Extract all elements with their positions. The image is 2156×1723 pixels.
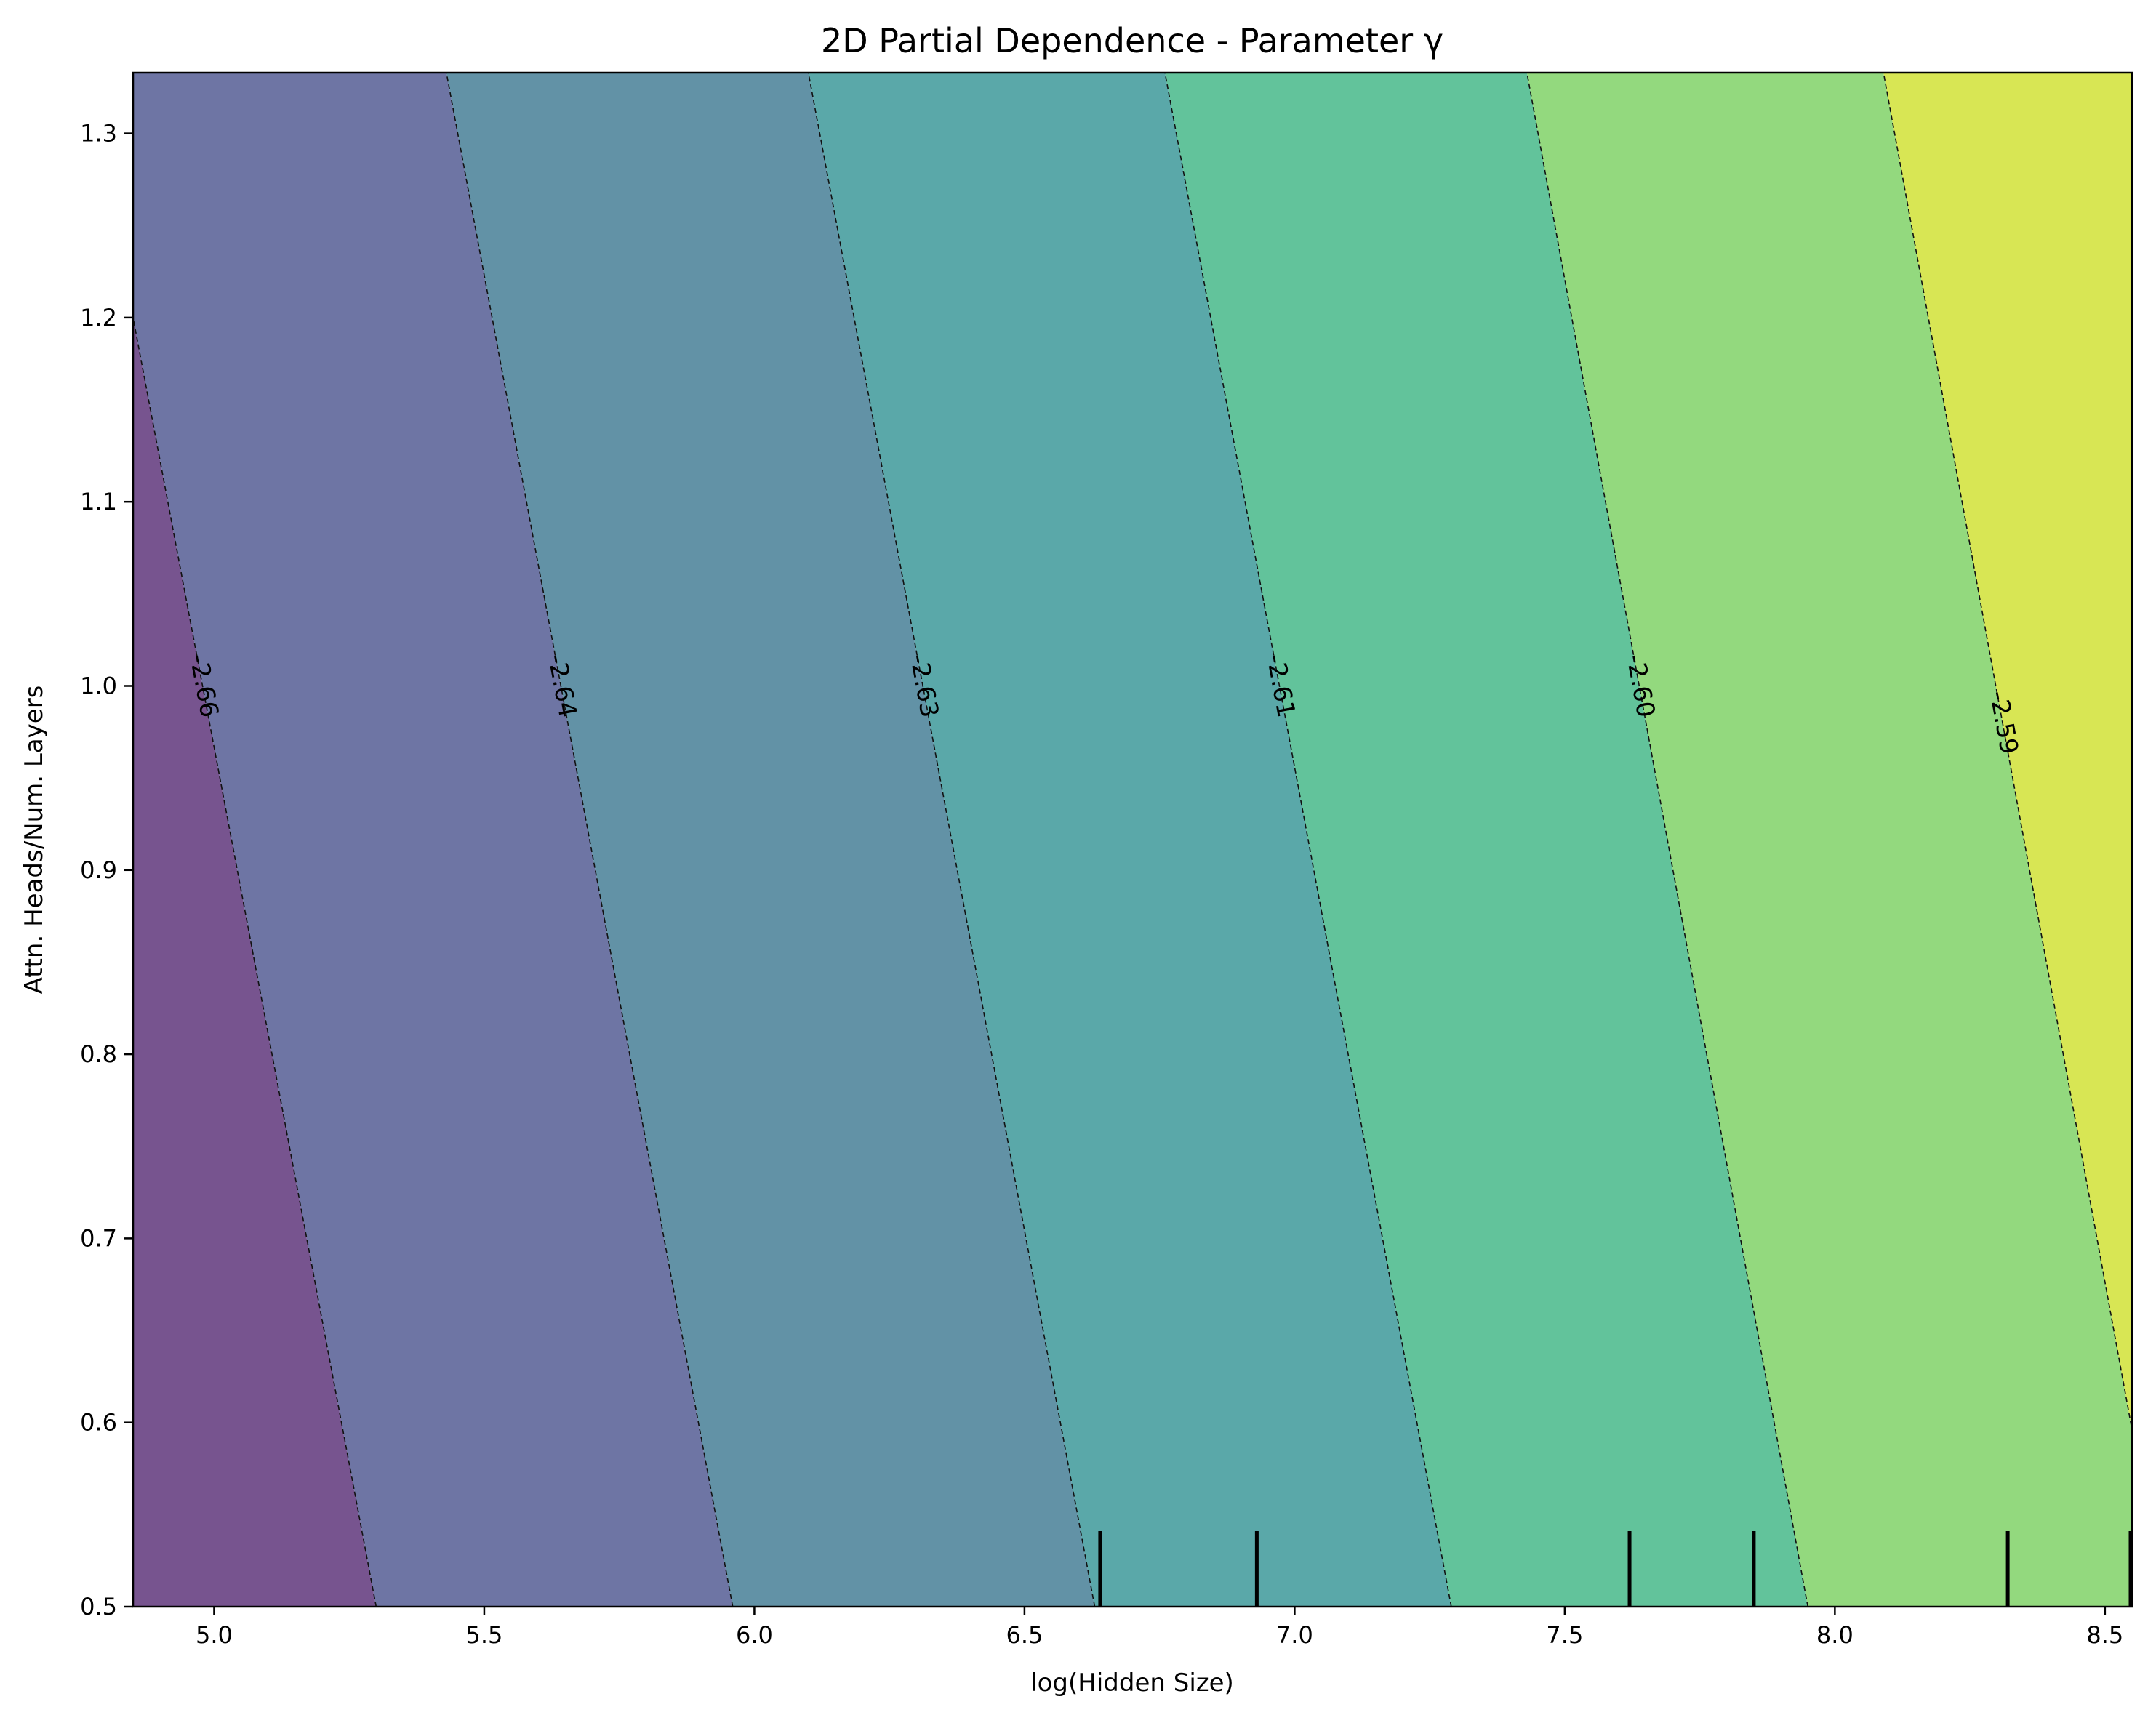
x-tick-label: 8.5 bbox=[2086, 1621, 2123, 1649]
contour-line bbox=[446, 73, 734, 1607]
x-tick-label: 5.0 bbox=[196, 1621, 233, 1649]
contour-band bbox=[133, 73, 733, 1607]
x-tick-label: 8.0 bbox=[1816, 1621, 1854, 1649]
contour-lines bbox=[133, 73, 2132, 1607]
x-tick-label: 5.5 bbox=[465, 1621, 502, 1649]
x-axis-label: log(Hidden Size) bbox=[1030, 1668, 1234, 1698]
contour-band bbox=[1526, 73, 2132, 1607]
contour-line bbox=[1883, 73, 2132, 1433]
contour-line bbox=[133, 317, 377, 1607]
y-tick-label: 0.8 bbox=[80, 1040, 117, 1068]
y-tick-label: 1.3 bbox=[80, 120, 117, 148]
y-tick-label: 1.0 bbox=[80, 672, 117, 699]
y-tick-label: 0.5 bbox=[80, 1593, 117, 1620]
y-tick-label: 0.9 bbox=[80, 856, 117, 884]
rug-marks bbox=[1098, 1531, 2133, 1607]
x-tick-label: 7.0 bbox=[1276, 1621, 1313, 1649]
x-tick-label: 6.5 bbox=[1006, 1621, 1043, 1649]
contour-line bbox=[807, 73, 1096, 1607]
contour-line bbox=[1526, 73, 1809, 1607]
chart-title: 2D Partial Dependence - Parameter γ bbox=[821, 21, 1443, 60]
contour-fill-regions bbox=[133, 73, 2132, 1607]
x-axis-ticks: 5.0 5.5 6.0 6.5 7.0 7.5 8.0 8.5 bbox=[196, 1607, 2123, 1649]
y-axis-label: Attn. Heads/Num. Layers bbox=[20, 686, 49, 995]
x-tick-label: 6.0 bbox=[736, 1621, 773, 1649]
contour-band bbox=[1165, 73, 1808, 1607]
contour-band bbox=[808, 73, 1451, 1607]
y-tick-label: 0.6 bbox=[80, 1409, 117, 1437]
y-tick-label: 0.7 bbox=[80, 1224, 117, 1252]
y-axis-ticks: 0.5 0.6 0.7 0.8 0.9 1.0 1.1 1.2 1.3 bbox=[80, 120, 133, 1620]
y-tick-label: 1.2 bbox=[80, 304, 117, 332]
contour-band bbox=[446, 73, 1095, 1607]
contour-line bbox=[1164, 73, 1452, 1607]
plot-frame bbox=[132, 71, 2133, 1608]
y-tick-label: 1.1 bbox=[80, 488, 117, 515]
x-tick-label: 7.5 bbox=[1546, 1621, 1583, 1649]
